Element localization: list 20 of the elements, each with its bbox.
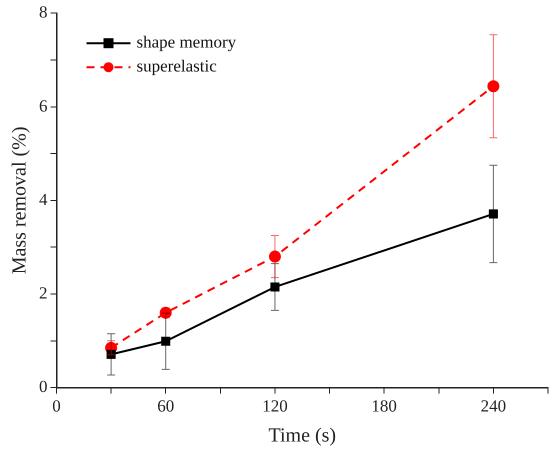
y-tick-label: 6 <box>39 96 48 116</box>
legend-label: superelastic <box>136 56 218 76</box>
x-tick-label: 60 <box>157 396 174 416</box>
y-tick-label: 0 <box>39 377 48 396</box>
point <box>161 336 170 346</box>
x-tick-label: 120 <box>262 396 288 416</box>
point <box>488 209 498 219</box>
y-tick-label: 8 <box>39 2 48 22</box>
x-axis-title: Time (s) <box>268 424 336 446</box>
point <box>270 282 280 292</box>
y-tick-label: 4 <box>39 190 48 209</box>
x-tick-label: 180 <box>371 396 397 416</box>
point <box>268 250 281 263</box>
y-axis-title: Mass removal (%) <box>8 126 30 274</box>
point <box>487 80 500 92</box>
x-tick-label: 0 <box>52 396 61 416</box>
y-tick-label: 2 <box>39 283 48 302</box>
x-tick-label: 240 <box>480 396 506 416</box>
point <box>106 350 116 359</box>
legend-label: shape memory <box>136 32 237 52</box>
